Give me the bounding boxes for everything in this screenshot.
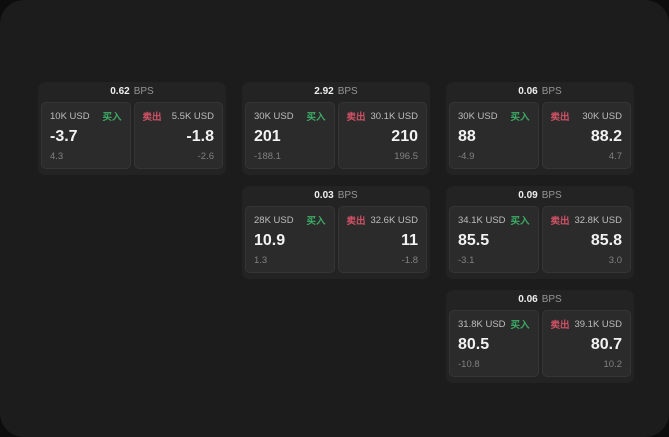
sell-delta: 10.2 — [603, 359, 623, 370]
buy-price: 88 — [458, 128, 476, 145]
buy-tag: 买入 — [306, 112, 326, 123]
bps-header: 0.06 BPS — [446, 290, 634, 310]
bps-header: 0.09 BPS — [446, 186, 634, 206]
bps-unit: BPS — [541, 190, 562, 201]
sell-amount: 32.8K USD — [574, 214, 622, 226]
sell-price: 80.7 — [590, 336, 622, 353]
bps-header: 0.03 BPS — [242, 186, 430, 206]
buy-amount: 31.8K USD — [458, 318, 506, 330]
buy-delta: -4.9 — [458, 151, 475, 162]
buy-price: -3.7 — [50, 128, 78, 145]
bps-value: 0.06 — [518, 294, 538, 305]
buy-delta: -188.1 — [254, 151, 281, 162]
sell-amount: 30.1K USD — [370, 110, 418, 122]
sell-amount: 5.5K USD — [171, 110, 214, 122]
sell-tag: 卖出 — [346, 216, 366, 227]
sell-panel[interactable]: 卖出 32.6K USD 11 -1.8 — [337, 206, 427, 273]
bps-value: 2.92 — [314, 86, 334, 97]
bps-unit: BPS — [541, 86, 562, 97]
buy-panel[interactable]: 31.8K USD 买入 80.5 -10.8 — [449, 310, 539, 377]
buy-panel[interactable]: 34.1K USD 买入 85.5 -3.1 — [449, 206, 539, 273]
buy-amount: 34.1K USD — [458, 214, 506, 226]
quote-card: 0.06 BPS 30K USD 买入 88 -4.9 卖出 30K USD — [446, 82, 634, 175]
sell-price: 11 — [401, 232, 418, 249]
bps-header: 2.92 BPS — [242, 82, 430, 102]
sell-delta: 3.0 — [608, 255, 622, 266]
sell-price: -1.8 — [186, 128, 214, 145]
quote-card: 2.92 BPS 30K USD 买入 201 -188.1 卖出 30.1K … — [242, 82, 430, 175]
quote-card: 0.03 BPS 28K USD 买入 10.9 1.3 卖出 32.6K US… — [242, 186, 430, 279]
bps-unit: BPS — [337, 86, 358, 97]
buy-panel[interactable]: 30K USD 买入 201 -188.1 — [245, 102, 335, 169]
sell-delta: -1.8 — [401, 255, 418, 266]
sell-tag: 卖出 — [550, 216, 570, 227]
sell-delta: -2.6 — [197, 151, 214, 162]
sell-tag: 卖出 — [346, 112, 366, 123]
bps-value: 0.06 — [518, 86, 538, 97]
buy-price: 10.9 — [254, 232, 286, 249]
buy-amount: 30K USD — [458, 110, 498, 122]
bps-unit: BPS — [337, 190, 358, 201]
sell-panel[interactable]: 卖出 32.8K USD 85.8 3.0 — [541, 206, 631, 273]
sell-amount: 32.6K USD — [370, 214, 418, 226]
buy-price: 85.5 — [458, 232, 490, 249]
sell-delta: 196.5 — [394, 151, 418, 162]
buy-price: 80.5 — [458, 336, 490, 353]
sell-tag: 卖出 — [142, 112, 162, 123]
buy-panel[interactable]: 30K USD 买入 88 -4.9 — [449, 102, 539, 169]
buy-tag: 买入 — [510, 216, 530, 227]
bps-header: 0.06 BPS — [446, 82, 634, 102]
bps-unit: BPS — [133, 86, 154, 97]
bps-value: 0.62 — [110, 86, 130, 97]
sell-delta: 4.7 — [608, 151, 622, 162]
buy-panel[interactable]: 10K USD 买入 -3.7 4.3 — [41, 102, 131, 169]
buy-tag: 买入 — [102, 112, 122, 123]
sell-price: 210 — [391, 128, 418, 145]
bps-header: 0.62 BPS — [38, 82, 226, 102]
buy-amount: 28K USD — [254, 214, 294, 226]
sell-panel[interactable]: 卖出 5.5K USD -1.8 -2.6 — [133, 102, 223, 169]
quote-card: 0.09 BPS 34.1K USD 买入 85.5 -3.1 卖出 32.8K… — [446, 186, 634, 279]
buy-tag: 买入 — [510, 112, 530, 123]
sell-price: 88.2 — [590, 128, 622, 145]
buy-amount: 10K USD — [50, 110, 90, 122]
buy-tag: 买入 — [510, 320, 530, 331]
buy-delta: -10.8 — [458, 359, 480, 370]
buy-delta: -3.1 — [458, 255, 475, 266]
buy-panel[interactable]: 28K USD 买入 10.9 1.3 — [245, 206, 335, 273]
sell-price: 85.8 — [590, 232, 622, 249]
sell-amount: 30K USD — [582, 110, 622, 122]
buy-tag: 买入 — [306, 216, 326, 227]
buy-amount: 30K USD — [254, 110, 294, 122]
bps-value: 0.03 — [314, 190, 334, 201]
buy-price: 201 — [254, 128, 281, 145]
sell-panel[interactable]: 卖出 39.1K USD 80.7 10.2 — [541, 310, 631, 377]
quote-card: 0.62 BPS 10K USD 买入 -3.7 4.3 卖出 5.5K USD — [38, 82, 226, 175]
sell-panel[interactable]: 卖出 30.1K USD 210 196.5 — [337, 102, 427, 169]
sell-panel[interactable]: 卖出 30K USD 88.2 4.7 — [541, 102, 631, 169]
buy-delta: 4.3 — [50, 151, 64, 162]
buy-delta: 1.3 — [254, 255, 268, 266]
sell-amount: 39.1K USD — [574, 318, 622, 330]
sell-tag: 卖出 — [550, 320, 570, 331]
bps-value: 0.09 — [518, 190, 538, 201]
quote-card: 0.06 BPS 31.8K USD 买入 80.5 -10.8 卖出 39.1… — [446, 290, 634, 383]
sell-tag: 卖出 — [550, 112, 570, 123]
bps-unit: BPS — [541, 294, 562, 305]
